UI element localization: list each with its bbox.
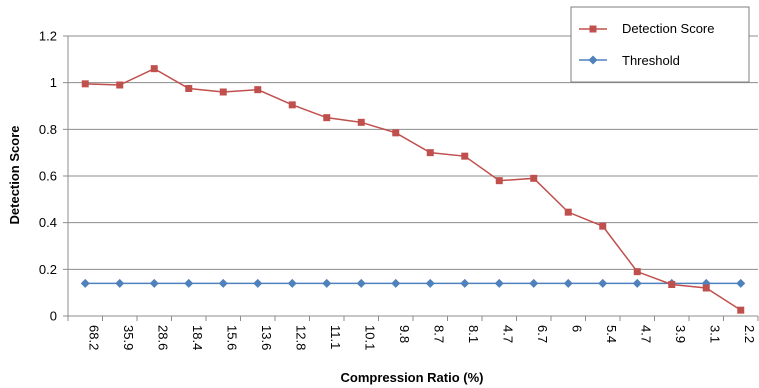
data-point-detection-score xyxy=(599,222,607,230)
data-point-detection-score xyxy=(323,114,331,122)
x-tick-label: 4.7 xyxy=(500,325,515,343)
data-point-threshold xyxy=(529,278,539,288)
x-tick-label: 15.6 xyxy=(224,325,239,350)
data-point-threshold xyxy=(287,278,297,288)
legend-box xyxy=(570,6,750,83)
data-point-threshold xyxy=(460,278,470,288)
x-tick-label: 68.2 xyxy=(86,325,101,350)
series-line-detection-score xyxy=(85,67,742,311)
data-point-detection-score xyxy=(81,80,89,88)
data-point-detection-score xyxy=(426,149,434,157)
legend-label-detection-score: Detection Score xyxy=(622,21,715,36)
data-point-threshold xyxy=(356,278,366,288)
legend-marker-detection-score xyxy=(589,25,597,33)
x-tick-label: 12.8 xyxy=(293,325,308,350)
x-tick-label: 18.4 xyxy=(190,325,205,350)
data-point-detection-score xyxy=(185,85,193,92)
data-point-detection-score xyxy=(737,306,745,314)
x-tick-label: 3.9 xyxy=(673,325,688,343)
data-point-threshold xyxy=(322,278,332,288)
data-point-threshold xyxy=(391,278,401,288)
legend: Detection Score Threshold xyxy=(570,6,750,83)
x-tick-label: 11.1 xyxy=(328,325,343,349)
x-tick-label: 35.9 xyxy=(121,325,136,350)
data-point-detection-score xyxy=(633,268,641,276)
y-tick-label: 0.4 xyxy=(39,215,57,230)
data-point-threshold xyxy=(149,278,159,288)
data-point-detection-score xyxy=(150,65,158,73)
data-point-threshold xyxy=(218,278,228,288)
data-point-detection-score xyxy=(288,101,296,109)
data-point-detection-score xyxy=(254,86,262,94)
x-tick-label: 6.7 xyxy=(535,325,550,343)
legend-label-threshold: Threshold xyxy=(622,53,680,68)
y-axis-title: Detection Score xyxy=(7,126,22,225)
x-axis-title: Compression Ratio (%) xyxy=(340,370,483,385)
data-point-threshold xyxy=(425,278,435,288)
data-point-threshold xyxy=(632,278,642,288)
data-point-detection-score xyxy=(392,129,400,137)
x-tick-label: 5.4 xyxy=(604,325,619,343)
data-point-detection-score xyxy=(564,208,572,216)
x-tick-label: 2.2 xyxy=(742,325,757,343)
axes: 0 0.2 0.4 0.6 0.8 1 1.2 68.2 35.9 28.6 18.4 15.6 13.… xyxy=(39,29,759,350)
data-point-threshold xyxy=(494,278,504,288)
x-tick-label: 3.1 xyxy=(707,325,722,343)
data-point-threshold xyxy=(184,278,194,288)
x-tick-label: 8.1 xyxy=(466,325,481,343)
y-tick-label: 1.2 xyxy=(39,29,57,44)
data-point-detection-score xyxy=(357,118,365,126)
data-point-threshold xyxy=(736,278,746,288)
y-tick-label: 0.8 xyxy=(39,122,57,137)
data-point-detection-score xyxy=(219,88,227,96)
gridlines xyxy=(68,35,758,270)
x-tick-label: 8.7 xyxy=(431,325,446,343)
data-point-detection-score xyxy=(495,177,503,185)
data-point-detection-score xyxy=(116,81,124,89)
legend-marker-threshold xyxy=(588,55,598,65)
data-point-detection-score xyxy=(702,284,710,292)
data-point-threshold xyxy=(80,278,90,288)
x-tick-label: 13.6 xyxy=(259,325,274,350)
data-point-threshold xyxy=(253,278,263,288)
data-point-detection-score xyxy=(668,281,676,288)
y-tick-label: 0.2 xyxy=(39,262,57,277)
y-tick-label: 0 xyxy=(50,309,57,324)
data-point-detection-score xyxy=(530,174,538,182)
x-tick-label: 6 xyxy=(569,325,584,332)
data-point-detection-score xyxy=(461,152,469,160)
x-tick-label: 9.8 xyxy=(397,325,412,343)
data-point-threshold xyxy=(115,278,125,288)
x-tick-label: 4.7 xyxy=(638,325,653,343)
data-point-threshold xyxy=(563,278,573,288)
y-tick-label: 1 xyxy=(50,75,57,90)
x-tick-label: 28.6 xyxy=(155,325,170,350)
data-series xyxy=(80,65,746,314)
data-point-threshold xyxy=(598,278,608,288)
x-tick-label: 10.1 xyxy=(362,325,377,350)
y-tick-label: 0.6 xyxy=(39,169,57,184)
